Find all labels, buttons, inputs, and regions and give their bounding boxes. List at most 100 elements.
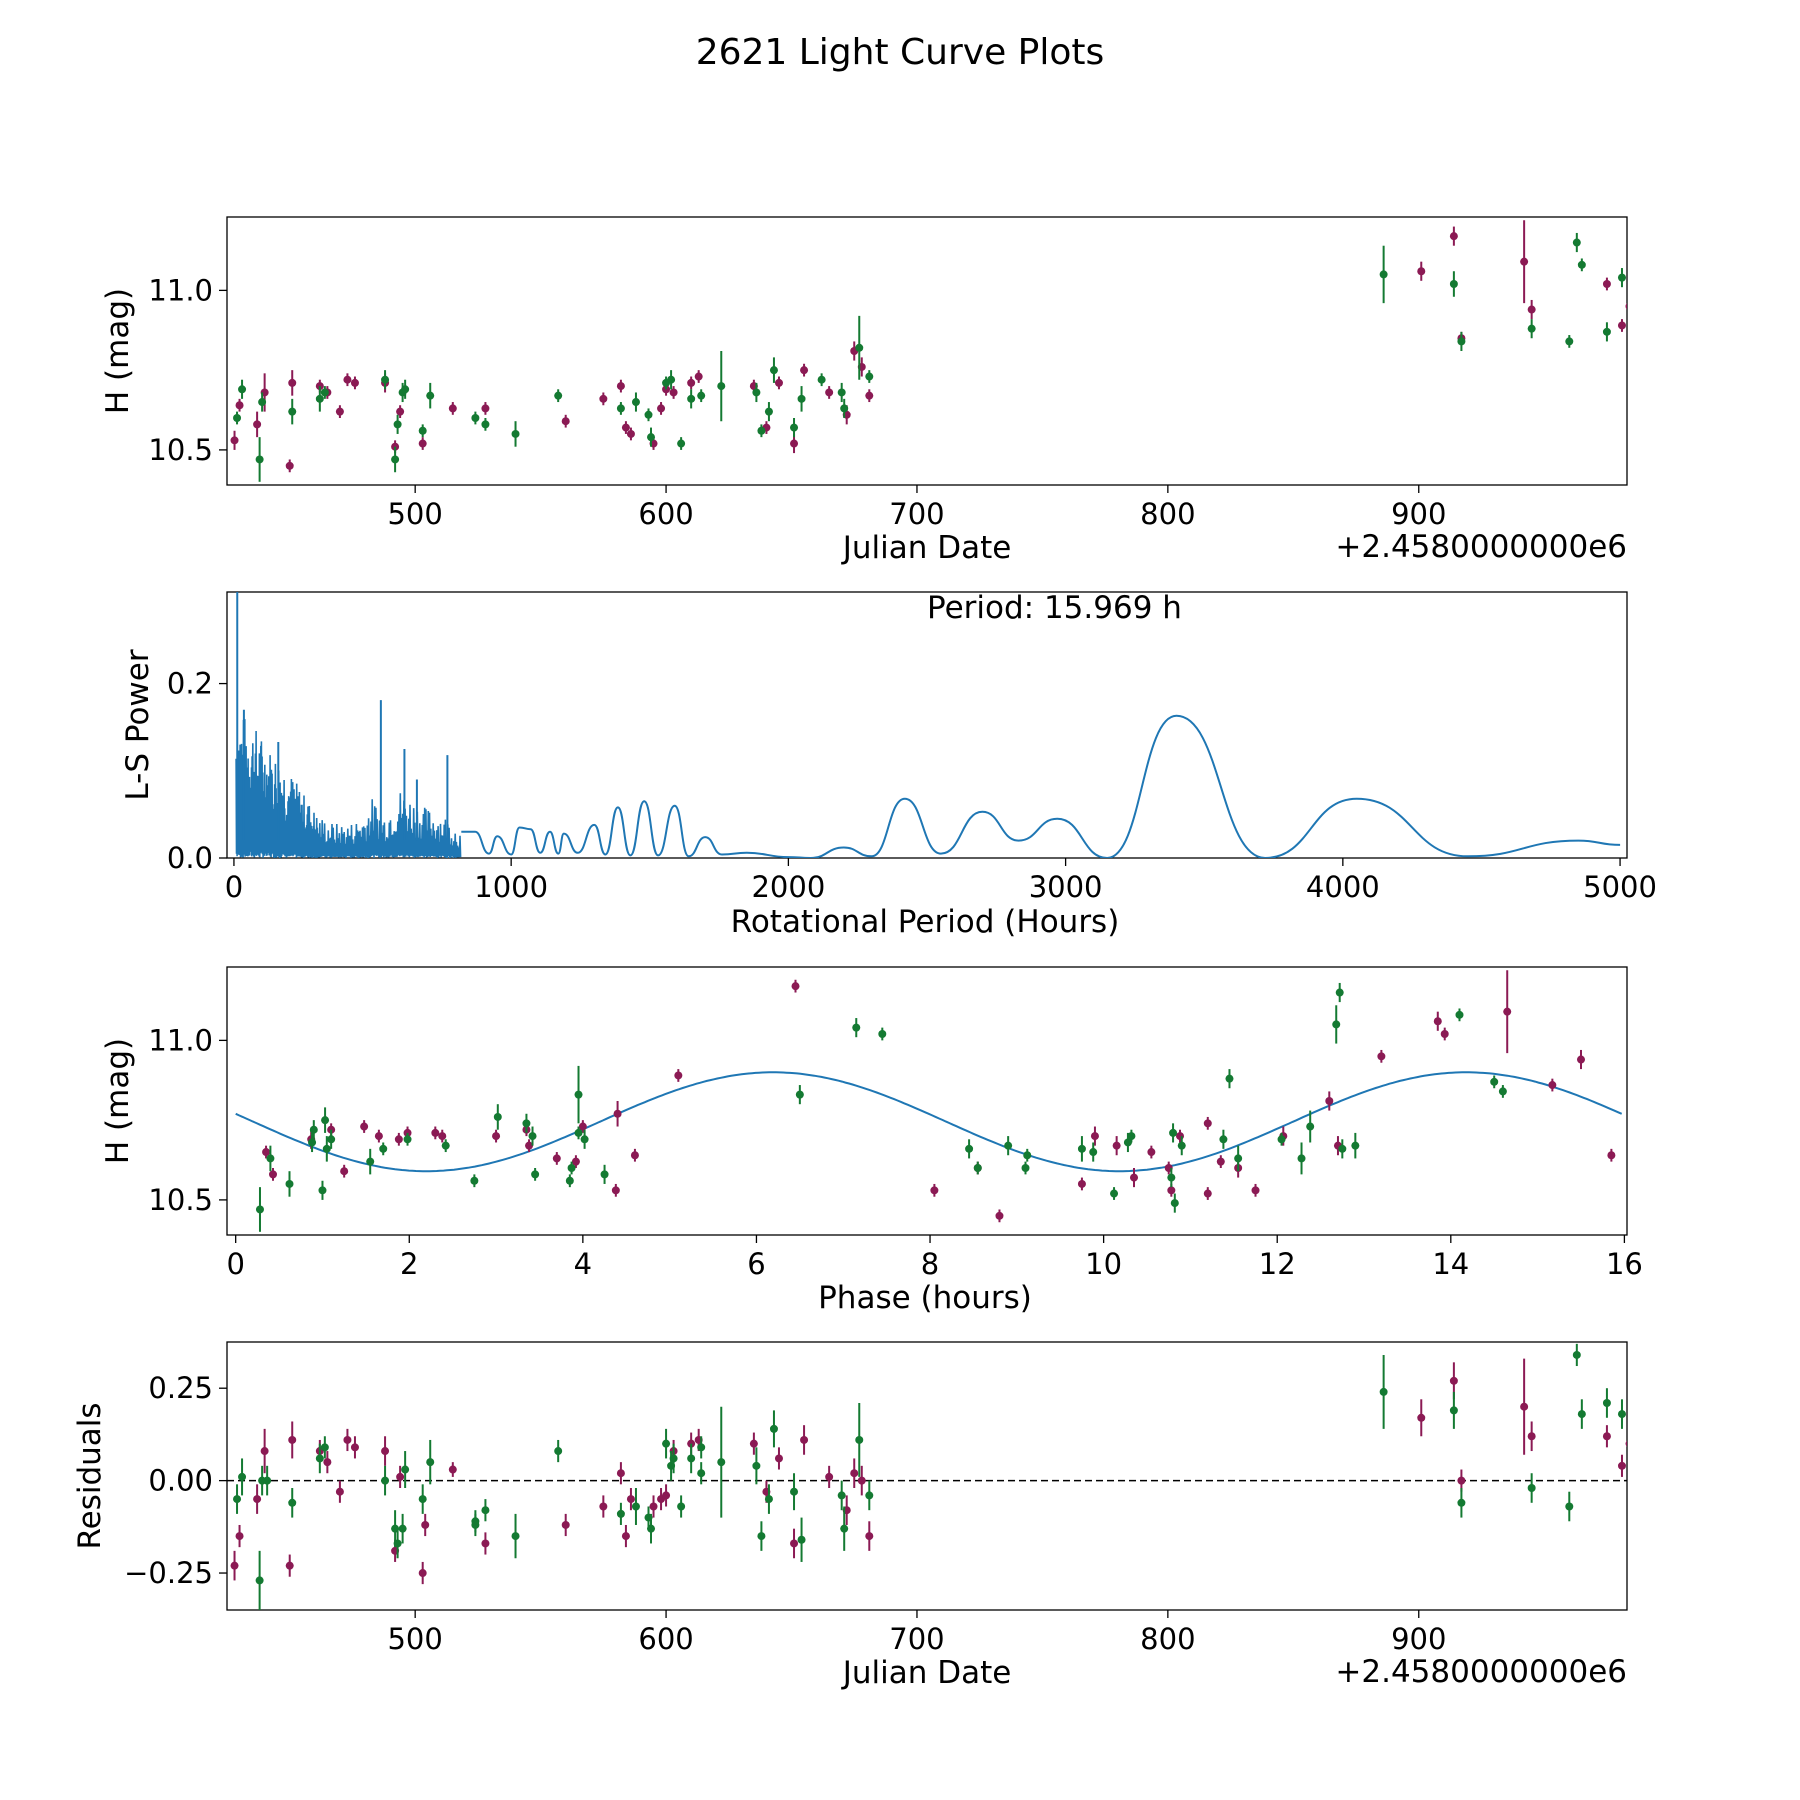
data-point-band_b bbox=[321, 1116, 330, 1125]
data-point-band_a bbox=[418, 1569, 427, 1578]
data-point-band_b bbox=[647, 433, 656, 442]
periodogram-frame bbox=[226, 591, 1628, 859]
plot-area bbox=[235, 970, 1623, 1232]
data-point-band_a bbox=[850, 1469, 859, 1478]
data-point-band_b bbox=[1338, 1144, 1347, 1153]
figure-title: 2621 Light Curve Plots bbox=[696, 32, 1105, 73]
data-point-band_b bbox=[1127, 1132, 1136, 1141]
data-point-band_a bbox=[1457, 1476, 1466, 1485]
data-point-band_a bbox=[492, 1132, 501, 1141]
data-point-band_b bbox=[255, 455, 264, 464]
data-point-band_b bbox=[697, 1469, 706, 1478]
x-tick-label: 8 bbox=[921, 1247, 939, 1281]
residuals-points bbox=[227, 1343, 1627, 1610]
data-point-band_b bbox=[554, 391, 563, 400]
data-point-band_a bbox=[621, 423, 630, 432]
data-point-band_a bbox=[800, 366, 809, 375]
data-point-band_b bbox=[973, 1164, 982, 1172]
data-point-band_b bbox=[817, 375, 826, 384]
data-point-band_b bbox=[567, 1164, 576, 1172]
x-tick-label: 2 bbox=[400, 1247, 418, 1281]
data-point-band_a bbox=[626, 429, 635, 438]
x-tick-label: 14 bbox=[1432, 1247, 1469, 1281]
data-point-band_b bbox=[647, 1524, 656, 1533]
data-point-band_b bbox=[631, 398, 640, 407]
data-point-band_a bbox=[1548, 1081, 1557, 1090]
data-point-band_b bbox=[574, 1090, 583, 1099]
data-point-band_b bbox=[840, 404, 849, 413]
data-point-band_b bbox=[580, 1135, 589, 1144]
data-point-band_a bbox=[253, 420, 262, 429]
y-tick-label: 10.5 bbox=[148, 1183, 213, 1217]
data-point-band_a bbox=[1112, 1141, 1121, 1150]
data-point-band_a bbox=[930, 1186, 939, 1195]
data-point-band_b bbox=[697, 1443, 706, 1452]
data-point-band_a bbox=[616, 382, 625, 391]
phase-fold-panel: 0 2 4 6 8 10 12 14 16 10.5 11.0 Phase (hours) H (m… bbox=[100, 966, 1643, 1316]
light-curve-ticks: 500 600 700 800 900 10.5 11.0 bbox=[148, 273, 1446, 531]
data-point-band_a bbox=[621, 1532, 630, 1541]
data-point-band_b bbox=[1527, 324, 1536, 333]
data-point-band_b bbox=[233, 414, 242, 422]
data-point-band_a bbox=[1130, 1173, 1139, 1182]
x-tick-label: 6 bbox=[747, 1247, 765, 1281]
periodogram-panel: 0 1000 2000 3000 4000 5000 0.0 0.2 Period: 15.9… bbox=[120, 590, 1657, 940]
data-point-band_b bbox=[1617, 1410, 1626, 1419]
data-point-band_b bbox=[669, 1454, 678, 1463]
data-point-band_b bbox=[233, 1495, 242, 1504]
data-point-band_b bbox=[403, 1135, 412, 1144]
data-point-band_b bbox=[1110, 1189, 1119, 1198]
data-point-band_a bbox=[481, 404, 490, 413]
data-point-band_b bbox=[315, 1454, 324, 1463]
data-point-band_a bbox=[1167, 1186, 1176, 1195]
data-point-band_b bbox=[1023, 1151, 1032, 1160]
data-point-band_b bbox=[401, 385, 410, 394]
data-point-band_b bbox=[528, 1132, 537, 1141]
x-tick-label: 4 bbox=[574, 1247, 592, 1281]
data-point-band_a bbox=[230, 436, 239, 445]
data-point-band_b bbox=[554, 1447, 563, 1456]
x-tick-label: 1000 bbox=[474, 870, 548, 904]
data-point-band_b bbox=[1565, 337, 1574, 346]
data-point-band_b bbox=[309, 1125, 318, 1134]
data-point-band_b bbox=[1004, 1141, 1013, 1150]
data-point-band_b bbox=[797, 394, 806, 403]
data-point-band_b bbox=[1617, 273, 1626, 282]
data-point-band_b bbox=[795, 1090, 804, 1099]
data-point-band_a bbox=[1607, 1151, 1616, 1160]
x-tick-label: 700 bbox=[889, 1622, 944, 1656]
data-point-band_a bbox=[481, 1539, 490, 1548]
data-point-band_a bbox=[448, 404, 457, 413]
data-point-band_b bbox=[391, 455, 400, 464]
data-point-band_a bbox=[791, 982, 800, 991]
fit-model-curve bbox=[235, 1071, 1623, 1173]
data-point-band_b bbox=[263, 1476, 272, 1485]
data-point-band_b bbox=[1297, 1154, 1306, 1163]
data-point-band_b bbox=[441, 1141, 450, 1150]
x-tick-label: 16 bbox=[1606, 1247, 1643, 1281]
data-point-band_a bbox=[343, 1435, 352, 1444]
data-point-band_b bbox=[840, 1524, 849, 1533]
data-point-band_b bbox=[662, 1439, 671, 1448]
x-tick-label: 4000 bbox=[1306, 870, 1380, 904]
residuals-panel: 500 600 700 800 900 −0.25 0.00 0.25 Julian Date… bbox=[72, 1341, 1628, 1691]
data-point-band_a bbox=[825, 388, 834, 397]
light-curve-frame bbox=[226, 216, 1628, 486]
data-point-band_a bbox=[1417, 267, 1426, 276]
data-point-band_b bbox=[320, 388, 329, 397]
data-point-band_b bbox=[790, 423, 799, 432]
phase-fold-points bbox=[235, 970, 1623, 1232]
data-point-band_b bbox=[1219, 1135, 1228, 1144]
data-point-band_b bbox=[393, 1539, 402, 1548]
x-tick-label: 3000 bbox=[1029, 870, 1103, 904]
y-tick-label: 11.0 bbox=[148, 273, 213, 307]
residuals-xlabel: Julian Date bbox=[841, 1655, 1012, 1691]
data-point-band_b bbox=[865, 372, 874, 381]
x-tick-label: 600 bbox=[638, 497, 693, 531]
data-point-band_a bbox=[1449, 232, 1458, 241]
data-point-band_a bbox=[1617, 1461, 1626, 1470]
data-point-band_a bbox=[431, 1128, 440, 1137]
data-point-band_b bbox=[1577, 260, 1586, 269]
data-point-band_b bbox=[255, 1576, 264, 1585]
data-point-band_a bbox=[235, 1532, 244, 1541]
